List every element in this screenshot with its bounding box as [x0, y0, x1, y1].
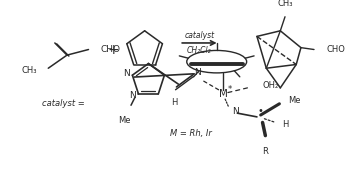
Text: +: + — [108, 42, 120, 57]
Text: N: N — [123, 69, 130, 78]
Text: M = Rh, Ir: M = Rh, Ir — [170, 129, 212, 138]
Text: CHO: CHO — [101, 45, 121, 54]
Text: catalyst =: catalyst = — [42, 99, 84, 108]
Text: N: N — [194, 68, 200, 77]
Text: CH₃: CH₃ — [21, 66, 37, 75]
Text: catalyst: catalyst — [184, 31, 214, 40]
Text: H: H — [171, 98, 178, 107]
Text: CH₃: CH₃ — [277, 0, 293, 8]
Text: H: H — [282, 120, 289, 129]
Text: CHO: CHO — [326, 45, 345, 54]
Text: •: • — [258, 106, 264, 116]
Text: Me: Me — [288, 96, 300, 105]
Text: M: M — [219, 89, 228, 99]
Text: N: N — [232, 107, 239, 116]
Text: CH₂Cl₂: CH₂Cl₂ — [187, 46, 212, 55]
Text: R: R — [263, 147, 268, 156]
Text: Me: Me — [118, 116, 131, 124]
Text: OH₂: OH₂ — [263, 81, 279, 89]
Text: *: * — [228, 85, 232, 94]
Text: N: N — [129, 91, 136, 100]
